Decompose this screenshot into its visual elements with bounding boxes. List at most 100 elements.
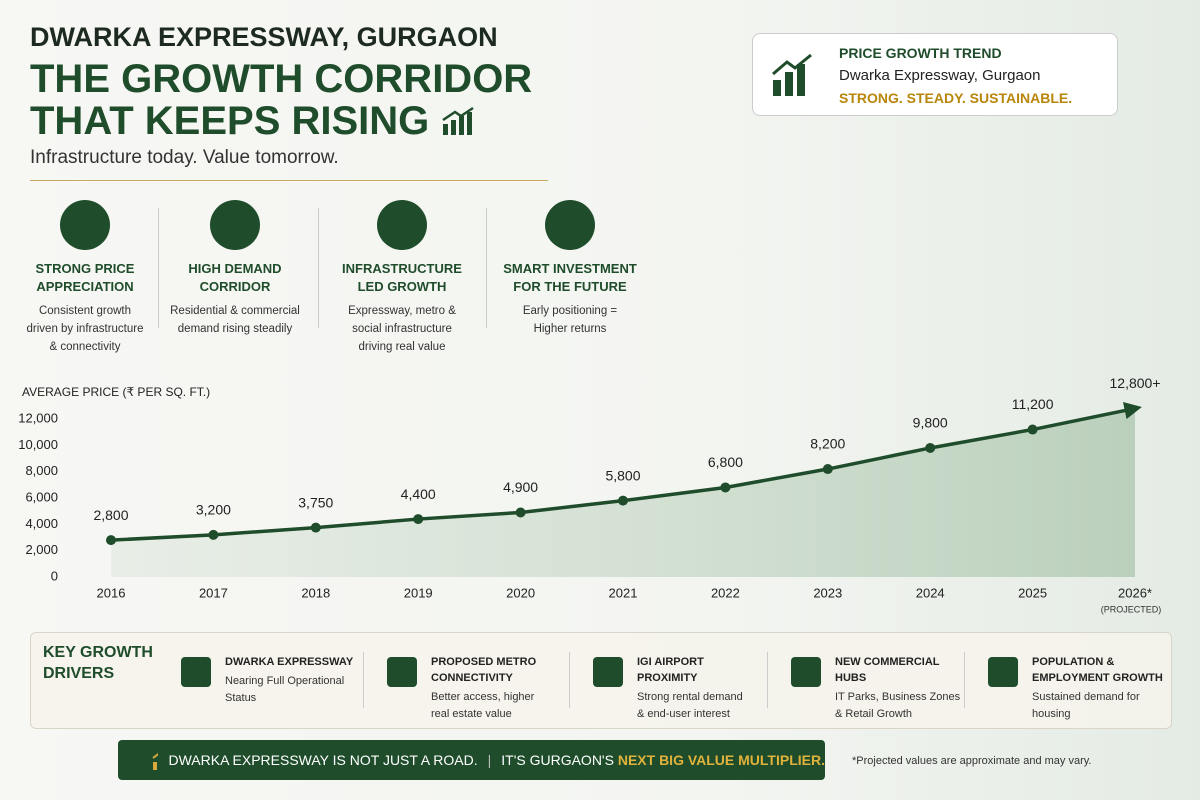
feature-title-line: APPRECIATION	[36, 279, 134, 294]
x-tick-label: 2017	[199, 585, 228, 600]
feature-icon	[545, 200, 595, 250]
driver-description-line: IT Parks, Business Zones	[835, 691, 961, 703]
driver-icon	[593, 657, 623, 687]
driver-title: NEW COMMERCIAL HUBS	[835, 654, 960, 686]
value-label: 11,200	[1012, 396, 1054, 412]
driver-title-line: PROXIMITY	[637, 672, 698, 684]
divider	[964, 652, 965, 708]
feature-description: Consistent growth driven by infrastructur…	[5, 302, 165, 356]
driver: IGI AIRPORT PROXIMITY Strong rental demand…	[637, 654, 743, 723]
driver-description-line: & end-user interest	[637, 708, 730, 720]
feature-description: Expressway, metro & social infrastructure…	[322, 302, 482, 356]
driver: DWARKA EXPRESSWAY Nearing Full Operationa…	[225, 654, 353, 707]
driver: POPULATION & EMPLOYMENT GROWTH Sustained d…	[1032, 654, 1163, 723]
feature-description-line: driven by infrastructure	[26, 323, 144, 335]
driver-icon	[181, 657, 211, 687]
value-label: 8,200	[810, 436, 845, 452]
x-tick-label: 2018	[301, 585, 330, 600]
driver-description: Nearing Full Operational Status	[225, 673, 353, 707]
feature-icon	[377, 200, 427, 250]
point	[515, 507, 526, 518]
feature-icon	[60, 200, 110, 250]
value-label: 3,200	[196, 502, 231, 518]
feature-description-line: Expressway, metro &	[348, 305, 456, 317]
point	[925, 442, 936, 453]
feature-description-line: driving real value	[358, 341, 446, 353]
divider	[569, 652, 570, 708]
value-label: 5,800	[605, 467, 640, 483]
divider	[486, 208, 487, 328]
value-label: 6,800	[708, 454, 743, 470]
feature-description-line: demand rising steadily	[177, 323, 293, 335]
trend-icon	[772, 53, 812, 96]
feature: INFRASTRUCTURE LED GROWTH Expressway, metr…	[322, 200, 482, 356]
headline-line: THE GROWTH CORRIDOR	[30, 57, 533, 101]
feature-title-line: STRONG PRICE	[35, 261, 135, 276]
value-label: 4,400	[401, 486, 436, 502]
feature-description: Early positioning = Higher returns	[490, 302, 650, 338]
feature-description-line: Residential & commercial	[170, 305, 300, 317]
card-location: Dwarka Expressway, Gurgaon	[839, 67, 1041, 84]
driver-title-line: CONNECTIVITY	[431, 672, 513, 684]
x-tick-label: 2016	[97, 585, 126, 600]
x-tick-label: 2024	[916, 585, 945, 600]
driver-description-line: & Retail Growth	[835, 708, 913, 720]
driver-title: PROPOSED METRO CONNECTIVITY	[431, 654, 536, 686]
driver-description-line: Nearing Full Operational	[225, 675, 345, 687]
driver-description-line: Better access, higher	[431, 691, 535, 703]
driver-icon	[791, 657, 821, 687]
card-title: PRICE GROWTH TREND	[839, 45, 1002, 61]
y-axis-label: AVERAGE PRICE (₹ PER SQ. FT.)	[22, 385, 210, 399]
feature-title: HIGH DEMAND CORRIDOR	[155, 260, 315, 296]
driver-description: Sustained demand for housing	[1032, 689, 1163, 723]
feature-title-line: INFRASTRUCTURE	[342, 261, 462, 276]
point	[822, 464, 833, 475]
point	[310, 522, 321, 533]
feature-description-line: Consistent growth	[38, 305, 132, 317]
divider	[363, 652, 364, 708]
banner-text: IT'S GURGAON'S	[501, 752, 614, 768]
banner-text: DWARKA EXPRESSWAY IS NOT JUST A ROAD.	[168, 752, 478, 768]
feature-title: STRONG PRICE APPRECIATION	[5, 260, 165, 296]
tagline: Infrastructure today. Value tomorrow.	[30, 147, 339, 168]
headline: THE GROWTH CORRIDOR THAT KEEPS RISING	[30, 58, 532, 142]
divider	[318, 208, 319, 328]
feature: HIGH DEMAND CORRIDOR Residential & commerc…	[155, 200, 315, 338]
driver-title-line: NEW COMMERCIAL	[835, 656, 940, 668]
driver-title-line: IGI AIRPORT	[637, 656, 704, 668]
banner-highlight: NEXT BIG VALUE MULTIPLIER.	[617, 752, 825, 768]
drivers-heading-line: DRIVERS	[43, 665, 115, 682]
value-label: 3,750	[298, 494, 333, 510]
value-label: 4,900	[503, 479, 538, 495]
driver: PROPOSED METRO CONNECTIVITY Better access,…	[431, 654, 536, 723]
x-tick-label: 2019	[404, 585, 433, 600]
point	[618, 495, 628, 506]
point	[208, 529, 219, 540]
banner: DWARKA EXPRESSWAY IS NOT JUST A ROAD. | …	[118, 740, 825, 780]
driver-icon	[387, 657, 417, 687]
driver-description: Strong rental demand & end-user interest	[637, 689, 743, 723]
value-label: 12,800+	[1110, 375, 1161, 391]
driver-description-line: Status	[225, 692, 257, 704]
divider	[158, 208, 159, 328]
y-tick-label: 12,000	[18, 410, 58, 425]
y-tick-label: 10,000	[18, 437, 58, 452]
driver-title-line: DWARKA EXPRESSWAY	[225, 656, 354, 668]
x-tick-label: 2022	[711, 585, 740, 600]
headline-line: THAT KEEPS RISING	[30, 99, 430, 143]
feature-description-line: social infrastructure	[352, 323, 452, 335]
driver-description-line: housing	[1032, 708, 1071, 720]
driver-title-line: EMPLOYMENT GROWTH	[1032, 672, 1163, 684]
point	[1027, 424, 1038, 435]
projected-note: (PROJECTED)	[1101, 604, 1162, 614]
driver-title-line: PROPOSED METRO	[431, 656, 537, 668]
driver-title-line: POPULATION &	[1032, 656, 1115, 668]
feature-description: Residential & commercial demand rising st…	[155, 302, 315, 338]
driver-title: DWARKA EXPRESSWAY	[225, 654, 353, 670]
driver-description-line: Sustained demand for	[1032, 691, 1140, 703]
value-label: 2,800	[93, 507, 128, 523]
feature-title-line: CORRIDOR	[199, 279, 271, 294]
x-tick-label: 2026*	[1118, 585, 1152, 600]
feature-description-line: & connectivity	[49, 341, 121, 353]
